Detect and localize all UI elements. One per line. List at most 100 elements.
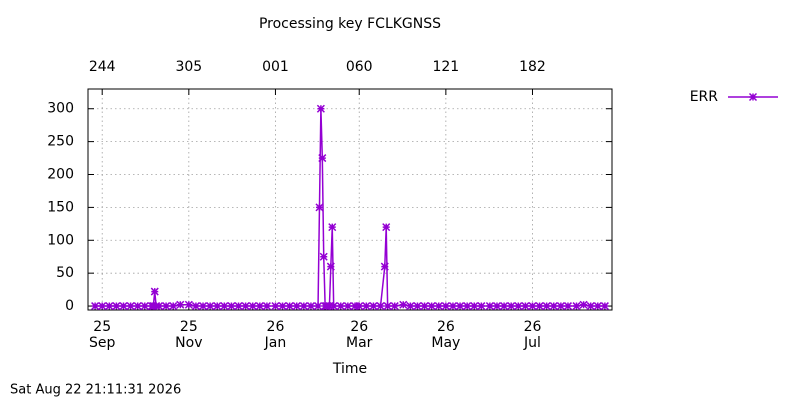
x-axis-label: Time bbox=[332, 361, 367, 377]
data-point bbox=[470, 302, 479, 311]
data-point bbox=[176, 300, 185, 309]
data-point bbox=[191, 302, 200, 311]
x2-tick-label: 182 bbox=[519, 59, 546, 75]
data-point bbox=[262, 302, 271, 311]
data-point bbox=[318, 154, 327, 163]
data-point bbox=[456, 302, 465, 311]
data-point bbox=[314, 302, 323, 311]
data-point bbox=[448, 302, 457, 311]
data-point bbox=[369, 302, 378, 311]
chart-title: Processing key FCLKGNSS bbox=[259, 16, 441, 32]
data-point bbox=[241, 302, 250, 311]
y-tick-label: 150 bbox=[47, 199, 74, 215]
data-point bbox=[91, 302, 100, 311]
data-point bbox=[234, 302, 243, 311]
data-point bbox=[213, 302, 222, 311]
x-tick-label: 26 Jan bbox=[264, 319, 287, 351]
data-point bbox=[271, 302, 280, 311]
x-tick-label: 26 Jul bbox=[523, 319, 541, 351]
data-point bbox=[383, 302, 392, 311]
data-point bbox=[380, 262, 389, 271]
data-point bbox=[343, 302, 352, 311]
data-point bbox=[382, 223, 391, 232]
data-point bbox=[306, 302, 315, 311]
data-point bbox=[406, 302, 415, 311]
data-point bbox=[376, 302, 385, 311]
data-point bbox=[198, 302, 208, 311]
data-point bbox=[427, 302, 436, 311]
data-point bbox=[521, 302, 530, 311]
data-point bbox=[315, 203, 324, 212]
data-point bbox=[220, 302, 229, 311]
data-point bbox=[535, 302, 544, 311]
footer-timestamp: Sat Aug 22 21:11:31 2026 bbox=[10, 383, 181, 398]
data-point bbox=[206, 302, 215, 311]
data-point bbox=[316, 104, 325, 113]
data-point bbox=[593, 302, 602, 311]
x2-tick-label: 001 bbox=[262, 59, 289, 75]
data-point bbox=[586, 302, 595, 311]
data-point bbox=[572, 302, 581, 311]
data-point bbox=[362, 302, 371, 311]
data-point bbox=[336, 302, 345, 311]
data-point bbox=[328, 223, 337, 232]
x2-tick-label: 305 bbox=[175, 59, 202, 75]
data-point bbox=[485, 302, 494, 311]
x2-tick-label: 244 bbox=[89, 59, 116, 75]
x2-tick-label: 121 bbox=[432, 59, 459, 75]
data-point bbox=[162, 302, 171, 311]
data-point bbox=[325, 302, 334, 311]
data-point bbox=[105, 302, 114, 311]
data-point bbox=[492, 302, 502, 311]
x-tick-label: 25 Sep bbox=[89, 319, 116, 351]
data-point bbox=[507, 302, 516, 311]
data-point bbox=[227, 302, 236, 311]
data-point bbox=[169, 302, 178, 311]
data-point bbox=[579, 300, 588, 309]
legend-label: ERR bbox=[690, 89, 719, 105]
data-point bbox=[98, 302, 107, 311]
data-point bbox=[285, 302, 294, 311]
data-point bbox=[355, 302, 364, 311]
data-point bbox=[542, 302, 551, 311]
y-tick-label: 200 bbox=[47, 167, 74, 183]
data-point bbox=[184, 300, 193, 309]
data-point bbox=[119, 302, 128, 311]
y-tick-label: 100 bbox=[47, 232, 74, 248]
y-tick-label: 50 bbox=[56, 265, 74, 281]
data-point bbox=[399, 300, 408, 309]
data-point bbox=[112, 302, 121, 311]
data-point bbox=[255, 302, 264, 311]
legend-marker bbox=[748, 92, 758, 102]
x-tick-label: 26 Mar bbox=[346, 319, 373, 351]
data-point bbox=[326, 262, 335, 271]
data-point bbox=[126, 302, 135, 311]
data-point bbox=[319, 252, 328, 261]
data-point bbox=[500, 302, 509, 311]
data-point bbox=[434, 302, 443, 311]
data-point bbox=[292, 302, 301, 311]
data-point bbox=[140, 302, 149, 311]
y-tick-label: 0 bbox=[65, 298, 74, 314]
data-point bbox=[477, 302, 486, 311]
x-tick-label: 26 May bbox=[431, 319, 460, 351]
data-point bbox=[299, 302, 308, 311]
data-point bbox=[563, 302, 573, 311]
data-point bbox=[600, 302, 609, 311]
data-point bbox=[549, 302, 558, 311]
data-point bbox=[278, 302, 287, 311]
data-point bbox=[390, 302, 399, 311]
x2-tick-label: 060 bbox=[346, 59, 373, 75]
data-point bbox=[514, 302, 523, 311]
y-tick-label: 300 bbox=[47, 101, 74, 117]
data-point bbox=[150, 287, 159, 296]
data-point bbox=[133, 302, 142, 311]
y-tick-label: 250 bbox=[47, 134, 74, 150]
data-point bbox=[556, 302, 565, 311]
data-point bbox=[463, 302, 472, 311]
data-point bbox=[528, 302, 537, 311]
data-point bbox=[420, 302, 429, 311]
data-point bbox=[329, 302, 338, 311]
data-point bbox=[441, 302, 450, 311]
